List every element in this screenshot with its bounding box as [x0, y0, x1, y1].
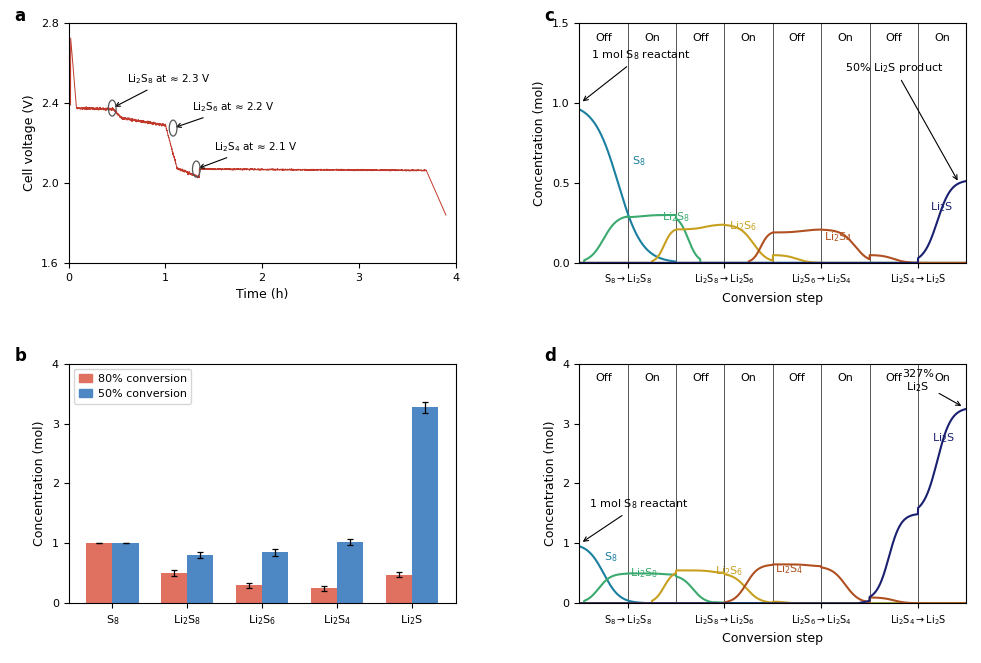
Text: b: b — [15, 347, 26, 365]
Text: Li$_2$S$_8$: Li$_2$S$_8$ — [661, 210, 690, 223]
Text: Off: Off — [692, 32, 708, 43]
Text: Off: Off — [886, 32, 903, 43]
Text: On: On — [838, 32, 853, 43]
Text: Off: Off — [595, 32, 612, 43]
Text: Off: Off — [789, 32, 805, 43]
Bar — [113, 544, 138, 603]
Text: On: On — [934, 373, 950, 383]
Text: 1 mol S$_8$ reactant: 1 mol S$_8$ reactant — [584, 48, 691, 101]
Text: On: On — [741, 32, 756, 43]
Bar — [386, 575, 412, 603]
Text: Li$_2$S$_6$: Li$_2$S$_6$ — [729, 219, 757, 233]
Text: Li$_2$S: Li$_2$S — [932, 432, 955, 446]
Bar — [336, 542, 363, 603]
Bar — [86, 544, 113, 603]
Bar — [235, 585, 262, 603]
Text: Li$_2$S$_4$: Li$_2$S$_4$ — [824, 231, 852, 245]
Text: Off: Off — [886, 373, 903, 383]
Bar — [412, 407, 438, 603]
Text: Li$_2$S$_6$ at ≈ 2.2 V: Li$_2$S$_6$ at ≈ 2.2 V — [177, 100, 275, 127]
Text: On: On — [741, 373, 756, 383]
X-axis label: Conversion step: Conversion step — [722, 292, 823, 305]
Text: S$_8$: S$_8$ — [632, 154, 645, 168]
X-axis label: Time (h): Time (h) — [236, 288, 288, 301]
Text: Li$_2$S$_4$: Li$_2$S$_4$ — [775, 562, 803, 576]
Text: Off: Off — [595, 373, 612, 383]
X-axis label: Conversion step: Conversion step — [722, 633, 823, 645]
Text: Li$_2$S: Li$_2$S — [930, 200, 954, 214]
Text: 1 mol S$_8$ reactant: 1 mol S$_8$ reactant — [584, 497, 689, 541]
Text: Li$_2$S$_8$: Li$_2$S$_8$ — [630, 566, 658, 580]
Text: Li$_2$S$_8$ at ≈ 2.3 V: Li$_2$S$_8$ at ≈ 2.3 V — [116, 72, 210, 106]
Y-axis label: Cell voltage (V): Cell voltage (V) — [23, 95, 35, 192]
Text: Off: Off — [692, 373, 708, 383]
Text: Li$_2$S$_4$ at ≈ 2.1 V: Li$_2$S$_4$ at ≈ 2.1 V — [200, 140, 297, 168]
Legend: 80% conversion, 50% conversion: 80% conversion, 50% conversion — [75, 369, 191, 404]
Text: Li$_2$S$_6$: Li$_2$S$_6$ — [715, 565, 743, 578]
Text: 50% Li$_2$S product: 50% Li$_2$S product — [846, 61, 957, 180]
Bar — [187, 556, 214, 603]
Text: Off: Off — [789, 373, 805, 383]
Bar — [311, 588, 336, 603]
Text: On: On — [934, 32, 950, 43]
Text: a: a — [15, 7, 26, 25]
Text: On: On — [644, 373, 660, 383]
Text: d: d — [544, 347, 556, 365]
Text: c: c — [544, 7, 554, 25]
Text: On: On — [644, 32, 660, 43]
Y-axis label: Concentration (mol): Concentration (mol) — [33, 421, 46, 546]
Y-axis label: Concentration (mol): Concentration (mol) — [544, 421, 557, 546]
Text: 327%
Li$_2$S: 327% Li$_2$S — [902, 369, 960, 405]
Text: On: On — [838, 373, 853, 383]
Text: S$_8$: S$_8$ — [603, 550, 617, 564]
Bar — [161, 573, 187, 603]
Bar — [262, 552, 288, 603]
Y-axis label: Concentration (mol): Concentration (mol) — [534, 80, 546, 206]
